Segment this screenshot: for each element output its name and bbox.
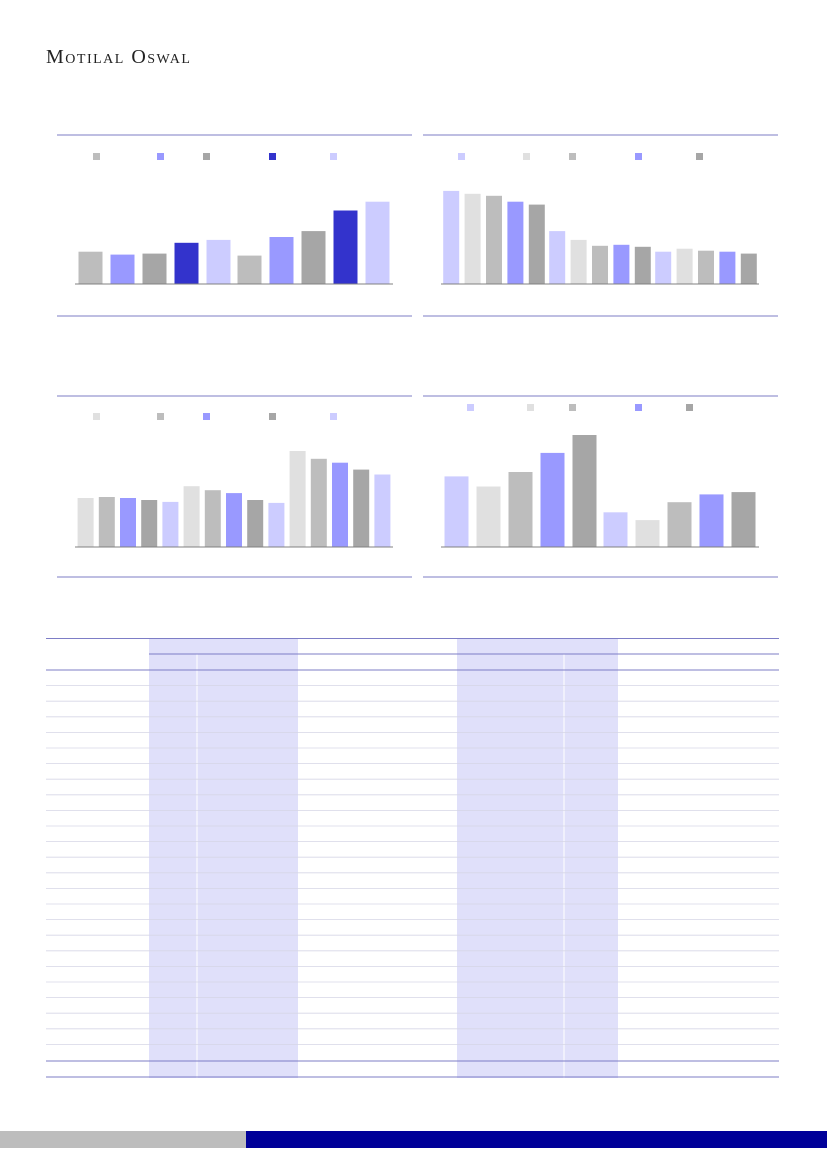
- bar: [570, 239, 587, 284]
- legend-swatch: [269, 413, 276, 420]
- bar: [508, 472, 533, 547]
- bar: [444, 476, 469, 547]
- chart-bottom-right-svg: [423, 395, 778, 578]
- shaded-column-block: [149, 638, 298, 1078]
- bar: [204, 490, 221, 547]
- legend-swatch: [203, 413, 210, 420]
- chart-bottom-left: [57, 389, 412, 581]
- bar: [676, 248, 693, 284]
- bar: [226, 493, 242, 547]
- bar: [528, 204, 545, 284]
- data-table: [46, 638, 779, 1080]
- bar: [78, 251, 103, 284]
- chart-top-left-svg: [57, 134, 412, 317]
- bar: [540, 452, 565, 547]
- bar: [655, 251, 672, 284]
- bar: [698, 250, 714, 284]
- chart-top-right-svg: [423, 134, 778, 317]
- bar: [353, 469, 370, 547]
- legend-swatch: [696, 153, 703, 160]
- bar: [120, 498, 136, 547]
- legend-swatch: [157, 153, 164, 160]
- bar: [183, 486, 200, 547]
- data-table-grid: [46, 638, 779, 1078]
- bar: [549, 231, 566, 284]
- legend-swatch: [569, 404, 576, 411]
- bar: [719, 251, 736, 284]
- bar: [592, 245, 608, 284]
- bar: [634, 246, 651, 284]
- legend-swatch: [203, 153, 210, 160]
- bar: [77, 498, 94, 547]
- bar: [162, 501, 179, 547]
- legend-swatch: [269, 153, 276, 160]
- bar: [365, 201, 390, 284]
- legend-swatch: [93, 153, 100, 160]
- bar: [613, 244, 630, 284]
- bar: [740, 253, 757, 284]
- legend-swatch: [330, 153, 337, 160]
- bar: [237, 255, 262, 284]
- bar: [667, 502, 692, 547]
- chart-top-left: [57, 128, 412, 320]
- legend-swatch: [686, 404, 693, 411]
- bar: [247, 500, 264, 547]
- bar: [572, 435, 597, 547]
- brand-logo-text: Motilal Oswal: [46, 46, 192, 68]
- bar: [268, 502, 285, 547]
- footer-grey-bar: [0, 1131, 246, 1148]
- bar: [374, 474, 391, 547]
- bar: [142, 253, 167, 284]
- legend-swatch: [527, 404, 534, 411]
- bar: [301, 231, 326, 284]
- legend-swatch: [523, 153, 530, 160]
- legend-swatch: [635, 153, 642, 160]
- chart-bottom-right: [423, 389, 778, 581]
- bar: [269, 237, 294, 284]
- bar: [110, 254, 135, 284]
- footer-blue-bar: [246, 1131, 827, 1148]
- bar: [310, 458, 327, 547]
- bar: [98, 497, 115, 547]
- bar: [141, 500, 158, 547]
- bar: [332, 462, 348, 547]
- bar: [476, 486, 501, 547]
- bar: [731, 492, 756, 547]
- chart-bottom-left-svg: [57, 395, 412, 578]
- legend-swatch: [157, 413, 164, 420]
- legend-swatch: [467, 404, 474, 411]
- legend-swatch: [635, 404, 642, 411]
- bar: [699, 494, 724, 547]
- bar: [486, 195, 502, 284]
- bar: [635, 520, 660, 547]
- chart-top-right: [423, 128, 778, 320]
- legend-swatch: [330, 413, 337, 420]
- shaded-column-block: [457, 638, 618, 1078]
- bar: [464, 193, 481, 284]
- bar: [443, 190, 460, 284]
- legend-swatch: [569, 153, 576, 160]
- bar: [507, 201, 524, 284]
- bar: [333, 210, 358, 284]
- legend-swatch: [93, 413, 100, 420]
- bar: [174, 242, 199, 284]
- legend-swatch: [458, 153, 465, 160]
- bar: [603, 512, 628, 547]
- bar: [206, 239, 231, 284]
- bar: [289, 451, 306, 547]
